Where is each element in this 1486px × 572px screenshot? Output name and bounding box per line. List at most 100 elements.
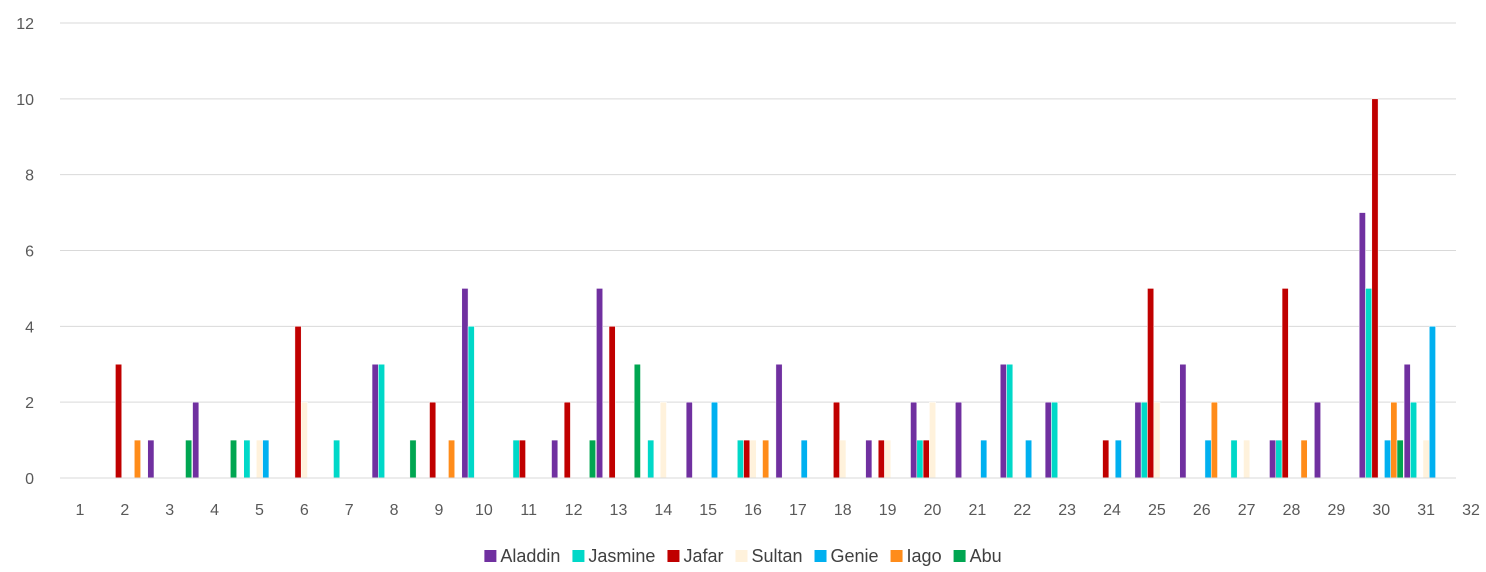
y-tick-label: 0 xyxy=(25,471,34,488)
bar-jasmine-30 xyxy=(1365,288,1373,479)
bar-jafar-2 xyxy=(115,364,122,479)
bar-aladdin-4 xyxy=(192,401,200,479)
bar-aladdin-13 xyxy=(596,288,603,479)
bar-aladdin-28 xyxy=(1269,439,1277,479)
legend-label: Jafar xyxy=(683,546,723,566)
bar-jafar-20 xyxy=(922,439,930,479)
legend: Aladdin Jasmine Jafar Sultan Genie Iago Abu xyxy=(484,546,1002,566)
bar-aladdin-31 xyxy=(1403,364,1411,479)
bar-aladdin-22 xyxy=(999,364,1007,479)
bar-jasmine-7 xyxy=(333,439,341,479)
bar-jasmine-10 xyxy=(467,326,475,479)
bar-sultan-19 xyxy=(884,439,892,479)
bar-jafar-30 xyxy=(1371,98,1379,479)
x-tick-label: 14 xyxy=(654,502,672,519)
legend-item-sultan: Sultan xyxy=(735,546,803,566)
bar-iago-28 xyxy=(1300,439,1308,479)
x-tick-label: 5 xyxy=(255,502,264,519)
legend-swatch xyxy=(735,550,748,562)
bar-jafar-24 xyxy=(1102,439,1110,479)
bar-aladdin-10 xyxy=(461,288,469,479)
legend-item-iago: Iago xyxy=(890,546,942,566)
bar-sultan-16 xyxy=(749,439,757,479)
bar-iago-9 xyxy=(448,439,455,479)
bar-jafar-13 xyxy=(608,326,616,479)
x-tick-label: 8 xyxy=(390,502,399,519)
bar-aladdin-3 xyxy=(147,439,155,479)
legend-label: Aladdin xyxy=(500,546,560,566)
x-tick-label: 17 xyxy=(789,502,807,519)
bar-jasmine-14 xyxy=(647,439,655,479)
legend-label: Genie xyxy=(831,546,879,566)
bar-genie-26 xyxy=(1204,439,1212,479)
y-tick-label: 4 xyxy=(25,319,34,336)
bar-aladdin-8 xyxy=(371,364,379,479)
bar-sultan-5 xyxy=(256,439,263,479)
bar-genie-24 xyxy=(1114,439,1122,479)
x-tick-label: 11 xyxy=(520,502,537,519)
x-tick-label: 27 xyxy=(1238,502,1256,519)
bar-genie-21 xyxy=(980,439,988,479)
bar-aladdin-23 xyxy=(1044,401,1052,479)
bar-jafar-28 xyxy=(1281,288,1289,479)
bar-jasmine-31 xyxy=(1410,401,1417,479)
bar-aladdin-17 xyxy=(775,364,783,479)
bar-aladdin-25 xyxy=(1134,401,1142,479)
y-tick-label: 10 xyxy=(16,92,34,109)
x-tick-label: 18 xyxy=(834,502,852,519)
legend-swatch xyxy=(953,550,966,562)
x-tick-label: 23 xyxy=(1058,502,1076,519)
legend-item-abu: Abu xyxy=(953,546,1002,566)
bar-jasmine-8 xyxy=(378,364,385,479)
legend-swatch xyxy=(667,550,680,562)
y-tick-label: 8 xyxy=(25,168,34,185)
x-tick-label: 32 xyxy=(1462,502,1480,519)
bar-genie-17 xyxy=(800,439,808,479)
bar-sultan-6 xyxy=(300,401,308,479)
bar-iago-30 xyxy=(1390,401,1398,479)
bar-aladdin-19 xyxy=(865,439,873,479)
bar-aladdin-21 xyxy=(955,401,962,479)
bar-sultan-20 xyxy=(929,401,936,479)
bar-sultan-25 xyxy=(1153,401,1161,479)
bar-aladdin-26 xyxy=(1179,364,1187,479)
bar-jasmine-20 xyxy=(916,439,924,479)
x-tick-label: 6 xyxy=(300,502,309,519)
x-tick-label: 29 xyxy=(1327,502,1345,519)
x-tick-label: 15 xyxy=(699,502,717,519)
bar-jafar-19 xyxy=(877,439,885,479)
x-tick-label: 20 xyxy=(924,502,942,519)
bar-iago-26 xyxy=(1210,401,1218,479)
bar-jasmine-11 xyxy=(512,439,520,479)
x-tick-label: 25 xyxy=(1148,502,1166,519)
x-tick-label: 13 xyxy=(610,502,628,519)
legend-label: Abu xyxy=(970,546,1002,566)
bar-iago-16 xyxy=(762,439,770,479)
y-tick-label: 6 xyxy=(25,244,34,261)
y-tick-label: 2 xyxy=(25,395,34,412)
bar-jafar-18 xyxy=(833,401,840,479)
bar-jafar-9 xyxy=(429,401,437,479)
bar-iago-2 xyxy=(134,439,141,479)
legend-label: Sultan xyxy=(751,546,802,566)
legend-item-jasmine: Jasmine xyxy=(572,546,655,566)
x-tick-label: 7 xyxy=(345,502,354,519)
x-tick-label: 2 xyxy=(120,502,129,519)
legend-item-jafar: Jafar xyxy=(667,546,723,566)
x-tick-label: 28 xyxy=(1283,502,1301,519)
bar-abu-4 xyxy=(230,439,237,479)
bar-sultan-31 xyxy=(1422,439,1430,479)
bar-sultan-14 xyxy=(659,401,667,479)
bar-jasmine-5 xyxy=(243,439,251,479)
y-tick-label: 12 xyxy=(16,16,34,33)
x-tick-label: 16 xyxy=(744,502,762,519)
bar-aladdin-30 xyxy=(1358,212,1366,479)
bar-jasmine-28 xyxy=(1275,439,1283,479)
x-tick-label: 10 xyxy=(475,502,493,519)
bar-genie-30 xyxy=(1384,439,1391,479)
bar-aladdin-12 xyxy=(551,439,559,479)
x-tick-label: 22 xyxy=(1013,502,1031,519)
bar-abu-3 xyxy=(185,439,193,479)
x-tick-label: 26 xyxy=(1193,502,1211,519)
